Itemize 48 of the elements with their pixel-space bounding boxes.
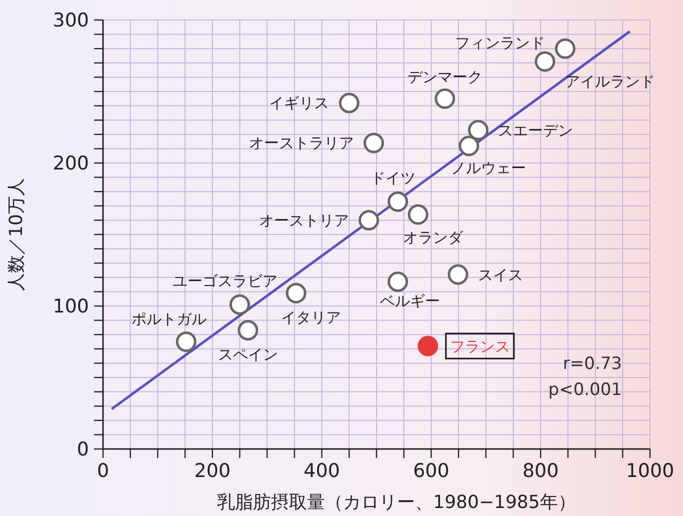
x-tick-label: 200: [194, 460, 231, 482]
point: [418, 336, 438, 356]
point: [176, 332, 196, 352]
point: [388, 271, 408, 292]
y-tick-label: 200: [52, 152, 89, 175]
annotation: フィンランド: [455, 34, 546, 52]
annotation: イギリス: [269, 94, 330, 112]
annotation: ノルウェー: [450, 159, 526, 178]
x-tick-label: 400: [304, 460, 340, 482]
point: [468, 120, 488, 140]
y-tick-label: 100: [52, 296, 89, 318]
y-axis-title: 人数／10万人: [6, 178, 27, 291]
x-tick-label: 800: [522, 460, 559, 482]
annotation: オランダ: [403, 228, 464, 247]
annotation: イタリア: [281, 308, 342, 326]
annotation: ユーゴスラビア: [172, 272, 278, 290]
point: [554, 38, 576, 59]
point: [388, 191, 408, 212]
y-tick-label: 0: [76, 438, 89, 461]
annotation: アイルランド: [564, 72, 655, 91]
point: [238, 320, 258, 341]
point: [286, 282, 306, 304]
annotation: ベルギー: [380, 292, 440, 310]
point: [434, 88, 456, 109]
x-tick-label: 1000: [626, 460, 674, 482]
point: [458, 136, 480, 156]
annotation: r=0.73: [562, 354, 622, 374]
annotation: スイス: [478, 266, 524, 284]
point: [338, 92, 360, 114]
x-tick-label: 0: [96, 460, 110, 482]
annotation: スペイン: [218, 346, 278, 364]
annotation: p<0.001: [548, 380, 622, 400]
x-axis-title: 乳脂肪摂取量（カロリー、1980−1985年）: [217, 492, 576, 513]
point: [230, 294, 250, 315]
point: [448, 264, 468, 285]
annotation: ドイツ: [370, 168, 416, 187]
annotation: オーストラリア: [248, 134, 354, 152]
annotation: フランス: [450, 337, 510, 356]
annotation: オーストリア: [258, 211, 349, 230]
annotation: スエーデン: [498, 121, 574, 140]
annotation: デンマーク: [407, 68, 482, 86]
point: [364, 132, 384, 154]
point: [408, 204, 428, 225]
x-tick-label: 600: [413, 460, 450, 482]
y-tick-label: 300: [52, 10, 89, 32]
annotation: ポルトガル: [132, 310, 207, 328]
point: [534, 51, 556, 72]
point: [358, 210, 380, 230]
